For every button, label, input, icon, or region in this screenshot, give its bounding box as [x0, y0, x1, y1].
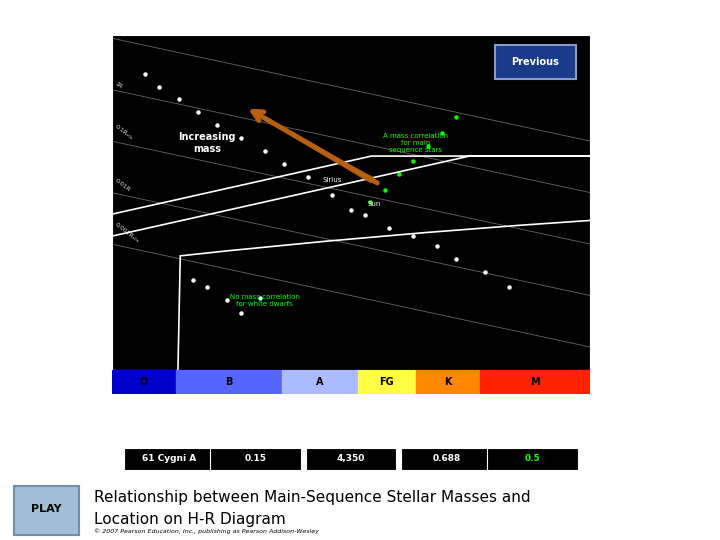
Text: B: B: [225, 377, 233, 387]
Text: M: M: [531, 377, 540, 387]
Text: 3,000: 3,000: [492, 400, 516, 409]
Text: 4,350: 4,350: [337, 454, 365, 463]
Bar: [358, 370, 415, 394]
Bar: [112, 370, 176, 394]
Bar: [415, 370, 480, 394]
Text: Previous: Previous: [511, 57, 559, 67]
FancyBboxPatch shape: [487, 448, 578, 470]
Bar: [176, 370, 282, 394]
Bar: [282, 370, 358, 394]
Text: 6,000: 6,000: [346, 400, 370, 409]
Text: Increasing
mass: Increasing mass: [179, 132, 236, 154]
Text: 0.15: 0.15: [244, 454, 266, 463]
FancyBboxPatch shape: [210, 448, 301, 470]
FancyBboxPatch shape: [401, 448, 492, 470]
Text: No mass correlation
for white dwarfs: No mass correlation for white dwarfs: [230, 294, 300, 307]
Text: 30,000: 30,000: [116, 400, 145, 409]
Y-axis label: Luminosity (Solar Units): Luminosity (Solar Units): [79, 152, 88, 253]
Text: Surface Temperature (Kelvin): Surface Temperature (Kelvin): [289, 410, 413, 418]
Text: FG: FG: [379, 377, 395, 387]
Text: 1R: 1R: [114, 80, 123, 90]
Text: Location on H-R Diagram: Location on H-R Diagram: [94, 512, 285, 527]
Text: PLAY: PLAY: [32, 504, 62, 514]
Text: Luminosity
(L☉): Luminosity (L☉): [236, 426, 274, 439]
Text: 0.688: 0.688: [433, 454, 461, 463]
Text: 10,000: 10,000: [267, 400, 296, 409]
Text: Relationship between Main-Sequence Stellar Masses and: Relationship between Main-Sequence Stell…: [94, 490, 530, 505]
Text: © 2007 Pearson Education, Inc., publishing as Pearson Addison-Wesley: © 2007 Pearson Education, Inc., publishi…: [94, 528, 318, 534]
FancyBboxPatch shape: [305, 448, 397, 470]
Text: 0.5: 0.5: [525, 454, 541, 463]
Text: 0.1Rₛ₀ₙ: 0.1Rₛ₀ₙ: [114, 124, 134, 141]
Text: K: K: [444, 377, 451, 387]
Text: A mass correlation
for main
sequence stars: A mass correlation for main sequence sta…: [383, 133, 449, 153]
Text: 100: 100: [114, 27, 126, 38]
Text: Temperature
(K): Temperature (K): [329, 426, 373, 439]
Text: 0.01R: 0.01R: [114, 178, 131, 193]
Text: 0.001Rₛ₀ₙ: 0.001Rₛ₀ₙ: [114, 222, 140, 244]
Text: Radius
(R☉): Radius (R☉): [435, 426, 459, 439]
Text: Mass
(M☉): Mass (M☉): [524, 426, 542, 439]
Text: A: A: [316, 377, 323, 387]
Text: Star: Star: [162, 426, 176, 431]
FancyBboxPatch shape: [124, 448, 215, 470]
Bar: [480, 370, 590, 394]
Text: 61 Cygni A: 61 Cygni A: [142, 454, 196, 463]
Text: Sirius: Sirius: [323, 177, 342, 183]
Circle shape: [17, 488, 76, 532]
Text: O: O: [140, 377, 148, 387]
Text: Sun: Sun: [368, 201, 381, 207]
